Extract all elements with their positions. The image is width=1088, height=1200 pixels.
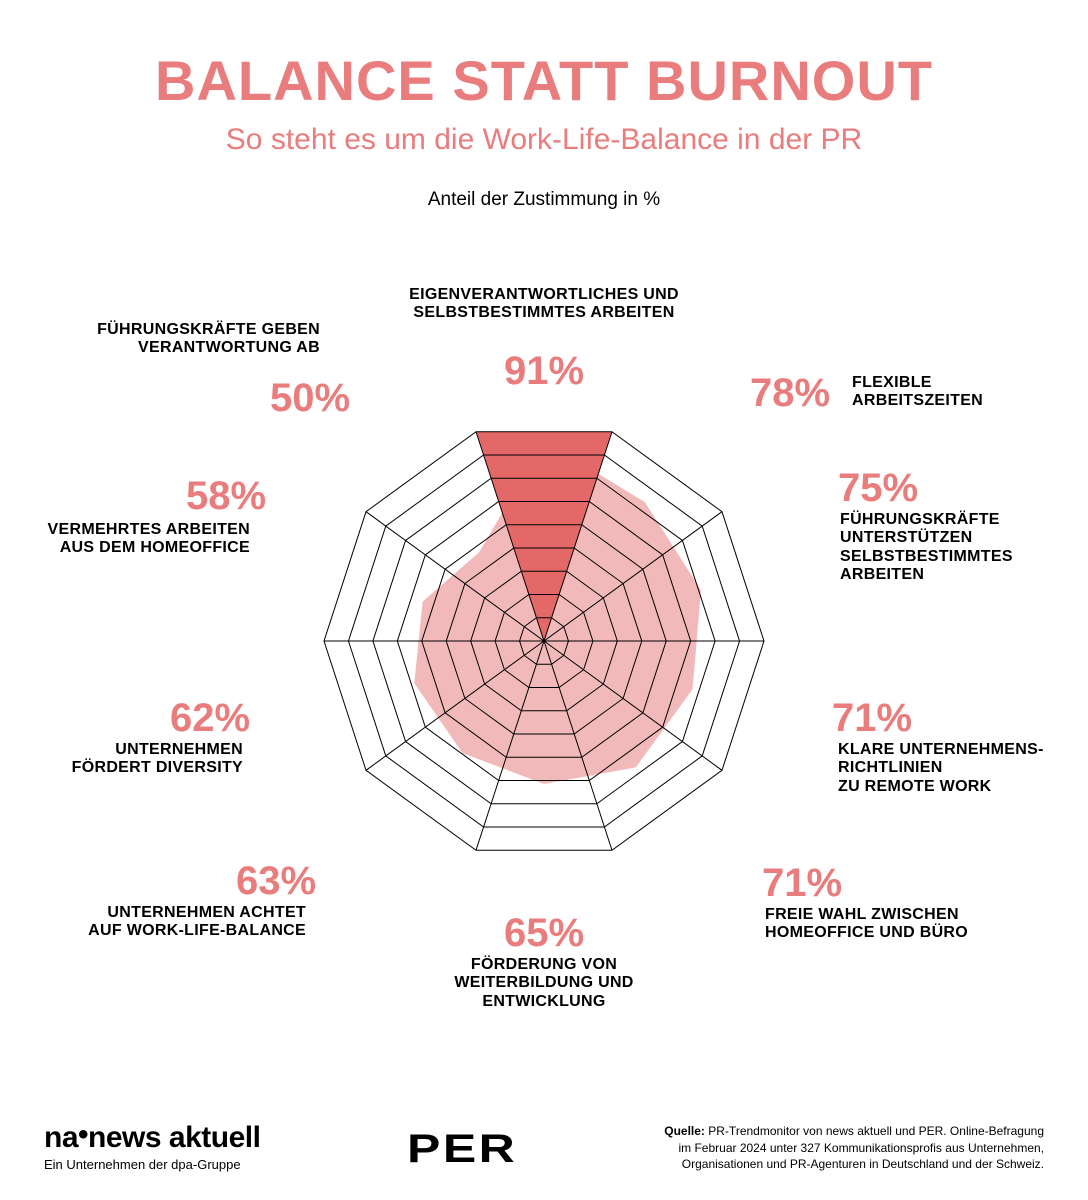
radar-value-2: 75% bbox=[798, 466, 958, 511]
radar-label-2: FÜHRUNGSKRÄFTEUNTERSTÜTZENSELBSTBESTIMMT… bbox=[840, 511, 1060, 585]
radar-label-6: UNTERNEHMEN ACHTETAUF WORK-LIFE-BALANCE bbox=[66, 904, 306, 941]
radar-label-9: FÜHRUNGSKRÄFTE GEBENVERANTWORTUNG AB bbox=[60, 321, 320, 358]
subtitle: So steht es um die Work-Life-Balance in … bbox=[0, 123, 1088, 157]
radar-value-1: 78% bbox=[710, 371, 870, 416]
radar-value-4: 71% bbox=[722, 861, 882, 906]
source-text: Quelle: PR-Trendmonitor von news aktuell… bbox=[664, 1123, 1044, 1172]
radar-value-9: 50% bbox=[230, 376, 390, 421]
radar-value-5: 65% bbox=[464, 911, 624, 956]
radar-value-8: 58% bbox=[146, 474, 306, 519]
radar-label-4: FREIE WAHL ZWISCHENHOMEOFFICE UND BÜRO bbox=[765, 906, 1005, 943]
radar-label-3: KLARE UNTERNEHMENS-RICHTLINIENZU REMOTE … bbox=[838, 741, 1078, 796]
radar-value-6: 63% bbox=[196, 859, 356, 904]
radar-label-1: FLEXIBLEARBEITSZEITEN bbox=[852, 374, 1032, 411]
logo-news-aktuell: na•news aktuell Ein Unternehmen der dpa-… bbox=[44, 1121, 260, 1172]
source-label: Quelle: bbox=[664, 1124, 705, 1138]
page-title: BALANCE STATT BURNOUT bbox=[0, 48, 1088, 113]
radar-label-8: VERMEHRTES ARBEITENAUS DEM HOMEOFFICE bbox=[10, 521, 250, 558]
radar-value-0: 91% bbox=[464, 349, 624, 394]
source-body: PR-Trendmonitor von news aktuell und PER… bbox=[678, 1124, 1044, 1170]
logo-per: PER bbox=[407, 1127, 517, 1172]
na-logo-sub: Ein Unternehmen der dpa-Gruppe bbox=[44, 1157, 260, 1172]
radar-value-7: 62% bbox=[130, 696, 290, 741]
radar-label-5: FÖRDERUNG VONWEITERBILDUNG UNDENTWICKLUN… bbox=[414, 956, 674, 1011]
radar-value-3: 71% bbox=[792, 696, 952, 741]
na-logo-text: na•news aktuell bbox=[44, 1121, 260, 1155]
radar-label-7: UNTERNEHMENFÖRDERT DIVERSITY bbox=[23, 741, 243, 778]
axis-label: Anteil der Zustimmung in % bbox=[0, 189, 1088, 211]
radar-label-0: EIGENVERANTWORTLICHES UNDSELBSTBESTIMMTE… bbox=[384, 286, 704, 323]
radar-chart: 91% EIGENVERANTWORTLICHES UNDSELBSTBESTIM… bbox=[0, 211, 1088, 1031]
footer: na•news aktuell Ein Unternehmen der dpa-… bbox=[44, 1121, 1044, 1172]
